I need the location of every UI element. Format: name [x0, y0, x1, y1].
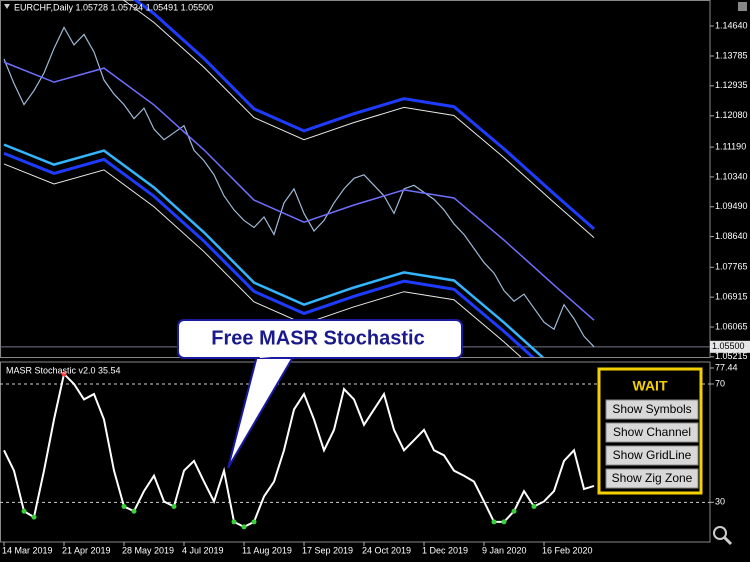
oscillator-plot	[0, 371, 710, 530]
control-panel: WAIT Show Symbols Show Channel Show GridLi…	[597, 367, 703, 495]
zone-point	[511, 508, 517, 514]
indicator-title: MASR Stochastic v2.0 35.54	[6, 365, 121, 375]
y-tick-label: 77.44	[715, 362, 738, 372]
zone-point	[251, 519, 257, 525]
zone-point	[501, 519, 507, 525]
y-tick-label: 1.13785	[715, 50, 748, 60]
y-tick-label: 1.08640	[715, 231, 748, 241]
y-tick-label: 70	[715, 378, 725, 388]
button-face	[605, 468, 699, 489]
y-tick-label: 30	[715, 497, 725, 507]
corner-button[interactable]	[738, 2, 747, 11]
zone-point	[121, 503, 127, 509]
button-face	[605, 422, 699, 443]
callout: Free MASR Stochastic	[177, 319, 463, 469]
x-tick-label: 16 Feb 2020	[542, 545, 593, 555]
series-line	[3, 152, 535, 357]
button-label: Show GridLine	[613, 448, 692, 462]
zone-point	[31, 514, 37, 520]
x-tick-label: 11 Aug 2019	[242, 545, 292, 555]
zone-point	[531, 503, 537, 509]
callout-box	[177, 319, 463, 359]
button-face	[605, 399, 699, 420]
y-tick-label: 1.12935	[715, 80, 748, 90]
x-tick-label: 28 May 2019	[122, 545, 174, 555]
oscillator-frame	[0, 361, 711, 543]
button-label: Show Symbols	[612, 402, 691, 416]
panel-button[interactable]: Show Channel	[605, 422, 699, 443]
x-tick-label: 4 Jul 2019	[182, 545, 224, 555]
y-tick-label: 1.05215	[715, 351, 748, 361]
series-line	[3, 26, 595, 348]
header-icon	[4, 4, 10, 9]
y-tick-label: 1.06065	[715, 321, 748, 331]
y-tick-label: 1.14640	[715, 20, 748, 30]
x-tick-label: 17 Sep 2019	[302, 545, 353, 555]
zone-point	[241, 524, 247, 530]
button-face	[605, 445, 699, 466]
x-tick-label: 21 Apr 2019	[62, 545, 111, 555]
button-label: Show Zig Zone	[612, 471, 693, 485]
button-label: Show Channel	[613, 425, 691, 439]
zone-point	[61, 371, 67, 377]
series-line	[53, 0, 595, 239]
zoom-lens	[713, 526, 727, 540]
series-line	[3, 61, 595, 321]
last-price-box	[710, 340, 750, 353]
x-tick-label: 1 Dec 2019	[422, 545, 468, 555]
y-tick-label: 1.09490	[715, 201, 748, 211]
zoom-icon[interactable]	[713, 526, 733, 546]
y-tick-label: 1.10340	[715, 171, 748, 181]
x-tick-label: 14 Mar 2019	[2, 545, 53, 555]
zone-point	[131, 508, 137, 514]
panel-button[interactable]: Show GridLine	[605, 445, 699, 466]
panel-button[interactable]: Show Symbols	[605, 399, 699, 420]
callout-text: Free MASR Stochastic	[211, 327, 424, 349]
header-text: EURCHF,Daily 1.05728 1.05734 1.05491 1.0…	[14, 2, 213, 12]
last-price-label: 1.05500	[712, 341, 745, 351]
y-tick-label: 1.06915	[715, 292, 748, 302]
panel-status: WAIT	[633, 378, 668, 394]
y-tick-label: 1.11190	[715, 141, 746, 151]
callout-join	[259, 355, 295, 358]
y-tick-label: 1.07765	[715, 262, 748, 272]
axes: 1.14640 1.13785 1.12935 1.12080 1.11190 1.103…	[2, 20, 750, 555]
zone-point	[21, 508, 27, 514]
x-tick-label: 24 Oct 2019	[362, 545, 411, 555]
panel-button[interactable]: Show Zig Zone	[605, 468, 699, 489]
x-tick-label: 9 Jan 2020	[482, 545, 527, 555]
zone-point	[171, 503, 177, 509]
y-tick-label: 1.12080	[715, 110, 748, 120]
series-line	[3, 143, 545, 357]
zoom-handle	[722, 535, 733, 546]
zone-point	[231, 519, 237, 525]
series-line	[132, 0, 595, 231]
zone-point	[491, 519, 497, 525]
